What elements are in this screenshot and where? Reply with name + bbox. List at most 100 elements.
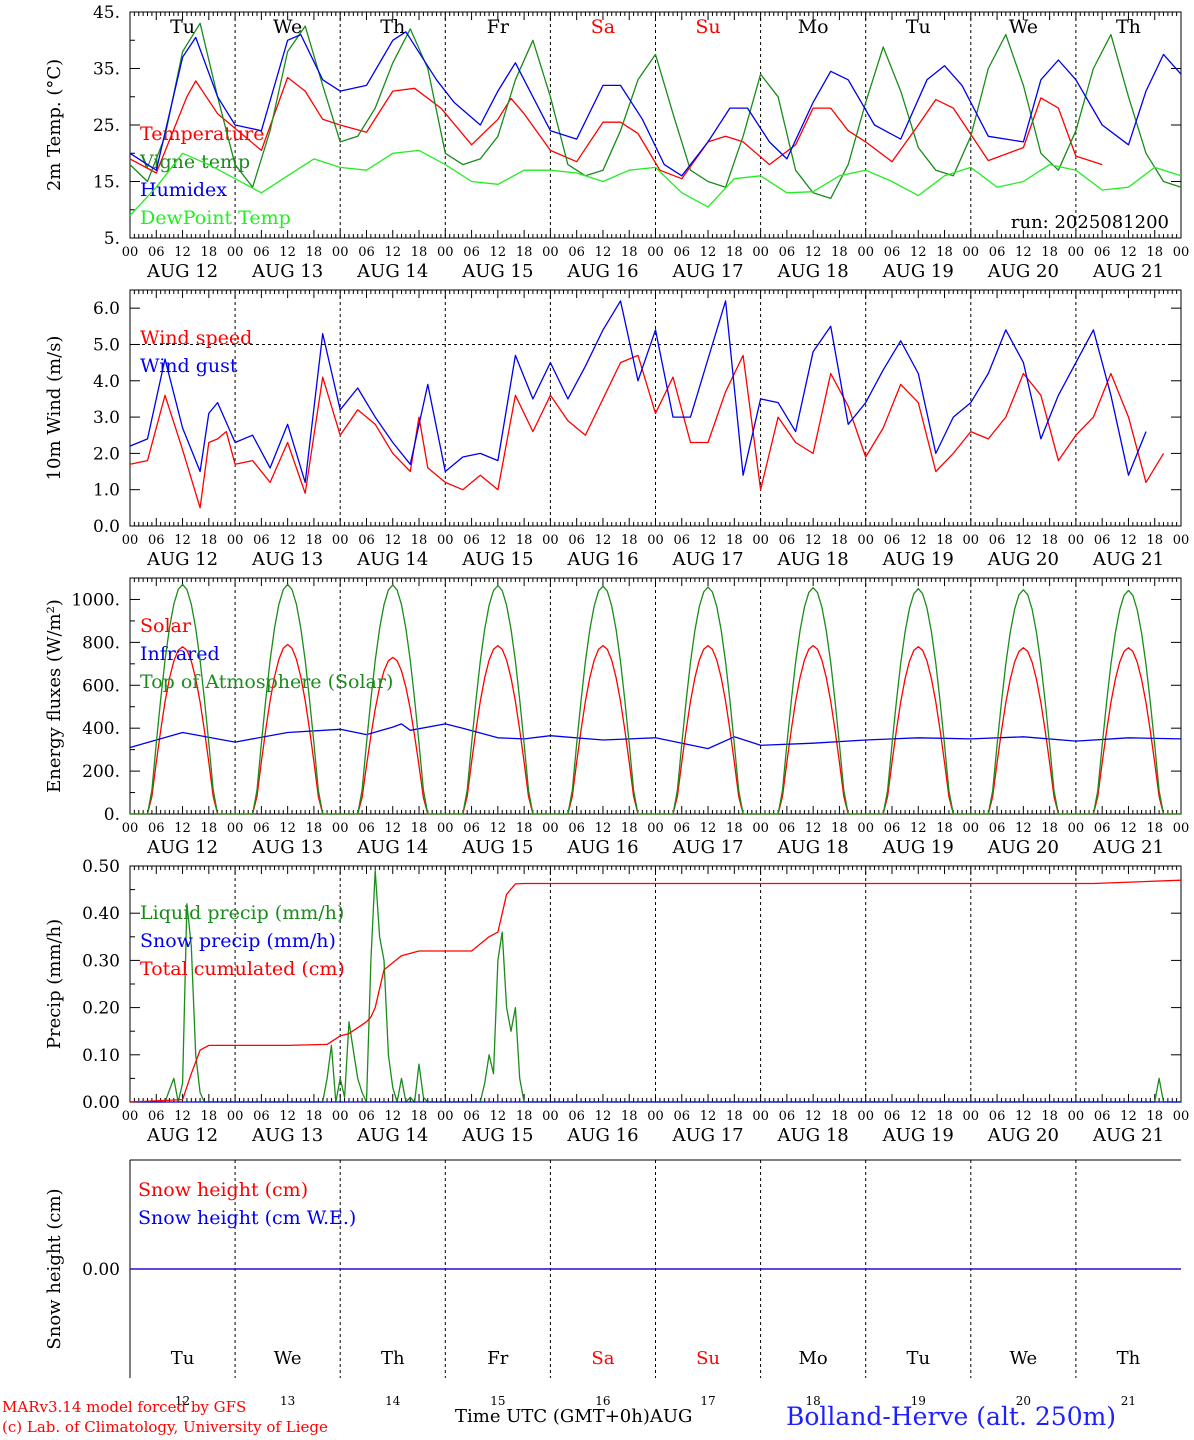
energy-hour-label: 18: [621, 821, 638, 836]
wind-hour-label: 18: [831, 533, 848, 548]
precip-hour-label: 12: [384, 1109, 401, 1124]
wind-y-tick-label: 6.0: [93, 299, 120, 319]
precip-hour-label: 06: [884, 1109, 901, 1124]
energy-hour-label: 18: [201, 821, 218, 836]
snow-weekday-label: Fr: [487, 1348, 508, 1369]
precip-date-label: AUG 21: [1092, 1125, 1164, 1146]
precip-date-label: AUG 17: [671, 1125, 743, 1146]
energy-y-tick-label: 400.: [82, 719, 120, 739]
temperature-hour-label: 18: [621, 245, 638, 260]
energy-hour-label: 12: [174, 821, 191, 836]
wind-y-tick-label: 4.0: [93, 372, 120, 392]
energy-hour-label: 00: [122, 821, 139, 836]
temperature-hour-label: 00: [1068, 245, 1085, 260]
temperature-weekday-label: Th: [1116, 16, 1141, 38]
snow-weekday-label: Sa: [591, 1348, 614, 1369]
temperature-hour-label: 12: [384, 245, 401, 260]
wind-hour-label: 06: [989, 533, 1006, 548]
temperature-date-label: AUG 12: [146, 261, 218, 282]
precip-hour-label: 00: [1173, 1109, 1190, 1124]
temperature-hour-label: 12: [490, 245, 507, 260]
wind-date-label: AUG 16: [566, 549, 638, 570]
temperature-hour-label: 06: [463, 245, 480, 260]
snow-legend-entry: Snow height (cm W.E.): [138, 1207, 356, 1229]
energy-hour-label: 18: [831, 821, 848, 836]
snow-weekday-label: Tu: [906, 1348, 930, 1369]
wind-legend-entry: Wind gust: [140, 355, 238, 377]
precip-hour-label: 18: [201, 1109, 218, 1124]
temperature-legend-entry: Temperature: [140, 123, 264, 145]
precip-y-tick-label: 0.00: [82, 1093, 120, 1113]
energy-y-tick-label: 800.: [82, 633, 120, 653]
energy-hour-label: 06: [358, 821, 375, 836]
precip-hour-label: 00: [857, 1109, 874, 1124]
wind-hour-label: 12: [910, 533, 927, 548]
energy-hour-label: 06: [568, 821, 585, 836]
precip-legend-entry: Snow precip (mm/h): [140, 930, 336, 952]
temperature-hour-label: 06: [253, 245, 270, 260]
temperature-hour-label: 18: [1041, 245, 1058, 260]
energy-date-label: AUG 19: [882, 837, 954, 858]
precip-hour-label: 12: [174, 1109, 191, 1124]
energy-hour-label: 00: [332, 821, 349, 836]
precip-hour-label: 18: [726, 1109, 743, 1124]
precip-hour-label: 12: [490, 1109, 507, 1124]
temperature-hour-label: 12: [910, 245, 927, 260]
energy-hour-label: 00: [542, 821, 559, 836]
wind-hour-label: 06: [568, 533, 585, 548]
time-axis-title: Time UTC (GMT+0h)AUG: [455, 1406, 693, 1427]
energy-hour-label: 00: [857, 821, 874, 836]
energy-y-tick-label: 0.: [104, 805, 120, 825]
temperature-hour-label: 06: [674, 245, 691, 260]
wind-date-label: AUG 21: [1092, 549, 1164, 570]
temperature-y-tick-label: 15.: [93, 173, 120, 193]
wind-series-line: [129, 300, 1147, 484]
temperature-hour-label: 00: [857, 245, 874, 260]
energy-hour-label: 06: [884, 821, 901, 836]
precip-hour-label: 12: [595, 1109, 612, 1124]
wind-hour-label: 00: [1068, 533, 1085, 548]
wind-hour-label: 18: [621, 533, 638, 548]
energy-legend-entry: Infrared: [140, 643, 220, 665]
wind-y-tick-label: 5.0: [93, 335, 120, 355]
wind-y-tick-label: 1.0: [93, 481, 120, 501]
energy-hour-label: 00: [752, 821, 769, 836]
wind-hour-label: 00: [332, 533, 349, 548]
temperature-series-line: [129, 22, 1182, 200]
temperature-weekday-label: Th: [380, 16, 405, 38]
precip-date-label: AUG 19: [882, 1125, 954, 1146]
temperature-series-line: [129, 31, 1182, 177]
precip-hour-label: 12: [910, 1109, 927, 1124]
energy-hour-label: 18: [726, 821, 743, 836]
wind-hour-label: 12: [174, 533, 191, 548]
temperature-weekday-label: Sa: [591, 16, 615, 38]
energy-y-tick-label: 600.: [82, 676, 120, 696]
precip-hour-label: 00: [963, 1109, 980, 1124]
energy-hour-label: 00: [963, 821, 980, 836]
wind-legend-entry: Wind speed: [140, 327, 252, 349]
snow-day-number: 21: [1121, 1394, 1136, 1408]
precip-date-label: AUG 12: [146, 1125, 218, 1146]
temperature-hour-label: 18: [726, 245, 743, 260]
precip-hour-label: 06: [358, 1109, 375, 1124]
wind-hour-label: 00: [1173, 533, 1190, 548]
wind-hour-label: 00: [647, 533, 664, 548]
wind-hour-label: 12: [805, 533, 822, 548]
energy-date-label: AUG 18: [777, 837, 849, 858]
temperature-hour-label: 18: [306, 245, 323, 260]
energy-y-axis-label: Energy fluxes (W/m²): [44, 599, 65, 793]
temperature-hour-label: 12: [174, 245, 191, 260]
snow-day-number: 13: [280, 1394, 295, 1408]
snow-y-tick-label: 0.00: [82, 1260, 120, 1280]
wind-hour-label: 18: [1146, 533, 1163, 548]
temperature-weekday-label: Fr: [487, 16, 510, 38]
precip-hour-label: 06: [1094, 1109, 1111, 1124]
temperature-hour-label: 00: [437, 245, 454, 260]
precip-date-label: AUG 20: [987, 1125, 1059, 1146]
wind-series-line: [129, 354, 1165, 509]
precip-hour-label: 00: [542, 1109, 559, 1124]
wind-y-tick-label: 0.0: [93, 517, 120, 537]
energy-hour-label: 06: [779, 821, 796, 836]
wind-hour-label: 18: [201, 533, 218, 548]
precip-hour-label: 00: [1068, 1109, 1085, 1124]
